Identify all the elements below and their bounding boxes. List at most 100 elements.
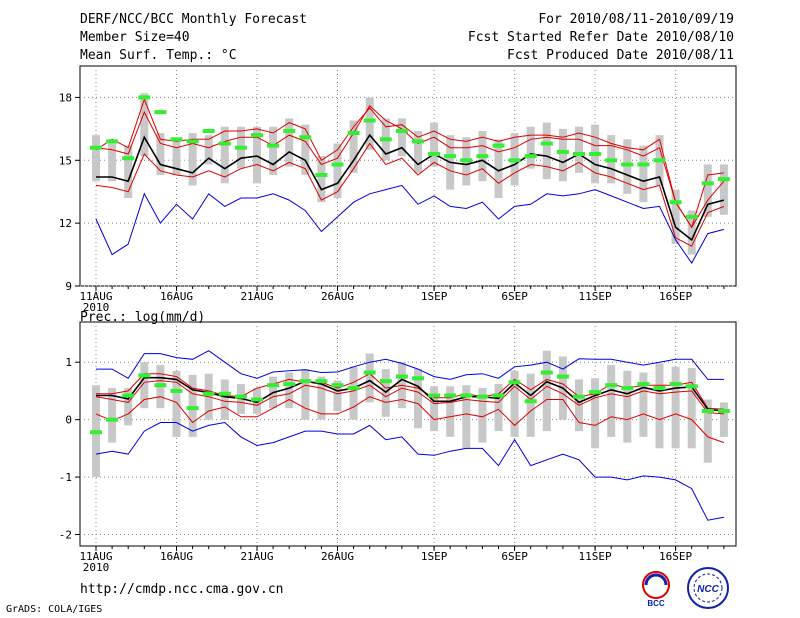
panel2-spread-box bbox=[687, 367, 696, 449]
panel2-obs-marker bbox=[186, 406, 199, 411]
panel1-frame bbox=[79, 65, 737, 287]
panel1-ytick-label: 9 bbox=[65, 280, 72, 293]
panel2-xtick-label: 1SEP bbox=[421, 550, 448, 563]
panel1-spread-box bbox=[575, 126, 583, 173]
panel1-xtick-label: 26AUG bbox=[321, 290, 354, 303]
panel2-spread-box bbox=[510, 370, 519, 437]
panel2-obs-marker bbox=[251, 397, 263, 402]
variable2-label: Prec.: log(mm/d) bbox=[80, 310, 206, 325]
panel1-obs-marker bbox=[621, 162, 634, 167]
panel2-spread-box bbox=[671, 366, 680, 449]
panel2-xtick-label: 11AUG bbox=[79, 550, 112, 563]
panel1-obs-marker bbox=[395, 128, 408, 133]
panel1-spread-box bbox=[285, 118, 294, 167]
panel2-spread-box bbox=[301, 369, 310, 420]
bcc-logo-ring bbox=[642, 571, 670, 599]
panel1-spread-box bbox=[156, 133, 165, 175]
panel1-spread-box bbox=[301, 124, 310, 175]
panel1-obs-marker bbox=[186, 139, 199, 144]
panel2-obs-marker bbox=[267, 383, 280, 388]
fcst-produced-date: Fcst Produced Date 2010/08/11 bbox=[507, 48, 734, 63]
panel1-obs-marker bbox=[460, 158, 473, 163]
panel2-spread-box bbox=[607, 365, 616, 437]
panel1-obs-marker bbox=[347, 131, 360, 136]
panel2-series-low_ext bbox=[95, 421, 724, 521]
panel1-xtick-label: 6SEP bbox=[501, 290, 528, 303]
panel1-spread-box bbox=[124, 145, 133, 198]
panel2-series-p_low bbox=[95, 380, 724, 415]
panel2-xtick-label: 2010 bbox=[83, 561, 110, 574]
panel1-spread-box bbox=[703, 164, 712, 217]
panel1-spread-box bbox=[317, 156, 326, 203]
panel1-obs-marker bbox=[637, 162, 650, 167]
panel1-obs-marker bbox=[589, 152, 602, 156]
panel1-spread-box bbox=[253, 126, 261, 184]
panel1-obs-marker bbox=[653, 158, 666, 163]
panel1-obs-marker bbox=[444, 154, 457, 159]
panel1-xtick-label: 2010 bbox=[83, 301, 110, 314]
panel1-spread-box bbox=[542, 122, 551, 180]
bcc-logo-arc bbox=[644, 573, 668, 586]
panel1-obs-marker bbox=[685, 214, 698, 219]
panel1-obs-marker bbox=[234, 145, 247, 150]
panel2-spread-box bbox=[414, 369, 422, 429]
panel2-xtick-label: 6SEP bbox=[501, 550, 528, 563]
panel1-spread-box bbox=[172, 139, 181, 175]
panel2-obs-marker bbox=[589, 390, 602, 395]
panel1-spread-box bbox=[671, 189, 680, 245]
source-url[interactable]: http://cmdp.ncc.cma.gov.cn bbox=[80, 582, 284, 597]
panel2-spread-box bbox=[703, 399, 712, 463]
panel2-series-max bbox=[96, 350, 724, 380]
panel2-obs-marker bbox=[637, 382, 650, 387]
panel2-obs-marker bbox=[315, 379, 328, 384]
panel1-spread-box bbox=[333, 143, 342, 198]
panel1-spread-box bbox=[92, 135, 100, 182]
panel1-series-p_low bbox=[95, 142, 725, 247]
chart-title: DERF/NCC/BCC Monthly Forecast bbox=[80, 12, 307, 27]
panel2-spread-box bbox=[124, 388, 133, 426]
panel2-spread-box bbox=[333, 380, 342, 412]
panel1-obs-marker bbox=[90, 145, 102, 150]
panel2-obs-marker bbox=[492, 393, 505, 398]
panel2-obs-marker bbox=[508, 380, 521, 385]
ncc-logo-text: NCC bbox=[697, 584, 719, 595]
panel1-spread-box bbox=[365, 97, 374, 150]
panel1-xtick-label: 16AUG bbox=[160, 290, 193, 303]
panel1-series-max bbox=[95, 184, 725, 264]
panel2-obs-marker bbox=[90, 430, 102, 435]
panel2-spread-box bbox=[349, 366, 358, 420]
panel2-series-mean bbox=[96, 376, 724, 412]
panel2-ytick-label: 0 bbox=[65, 414, 72, 427]
panel1-spread-box bbox=[623, 139, 632, 194]
panel2-spread-box bbox=[220, 379, 229, 420]
panel1-spread-box bbox=[204, 135, 213, 165]
panel1-obs-marker bbox=[492, 143, 505, 148]
panel1-obs-marker bbox=[363, 118, 376, 123]
panel1-series-min bbox=[95, 98, 724, 229]
panel2-spread-box bbox=[494, 384, 503, 432]
panel2-obs-marker bbox=[605, 383, 618, 388]
panel1-spread-box bbox=[269, 126, 278, 175]
panel2-obs-marker bbox=[621, 386, 634, 391]
panel1-spread-box bbox=[220, 126, 229, 184]
panel1-obs-marker bbox=[669, 200, 682, 205]
panel1-spread-box bbox=[140, 93, 149, 157]
panel1-xtick-label: 1SEP bbox=[421, 290, 448, 303]
panel1-obs-marker bbox=[170, 137, 183, 142]
panel1-spread-box bbox=[639, 145, 648, 203]
panel2-series-p_high bbox=[96, 373, 724, 410]
panel2-xtick-label: 16AUG bbox=[160, 550, 193, 563]
bcc-logo-text: BCC bbox=[647, 599, 665, 608]
panel2-spread-box bbox=[655, 363, 664, 449]
panel2-obs-marker bbox=[283, 382, 296, 387]
panel1-obs-marker bbox=[476, 154, 489, 159]
panel1-obs-marker bbox=[508, 158, 521, 163]
panel1-ytick-label: 15 bbox=[59, 154, 72, 167]
panel2-spread-box bbox=[623, 370, 632, 443]
panel2-spread-box bbox=[462, 385, 471, 449]
panel2-obs-marker bbox=[444, 393, 457, 398]
panel2-obs-marker bbox=[138, 373, 151, 378]
panel1-ytick-label: 18 bbox=[59, 91, 72, 104]
panel2-obs-marker bbox=[347, 386, 360, 391]
panel2-spread-box bbox=[719, 402, 728, 437]
